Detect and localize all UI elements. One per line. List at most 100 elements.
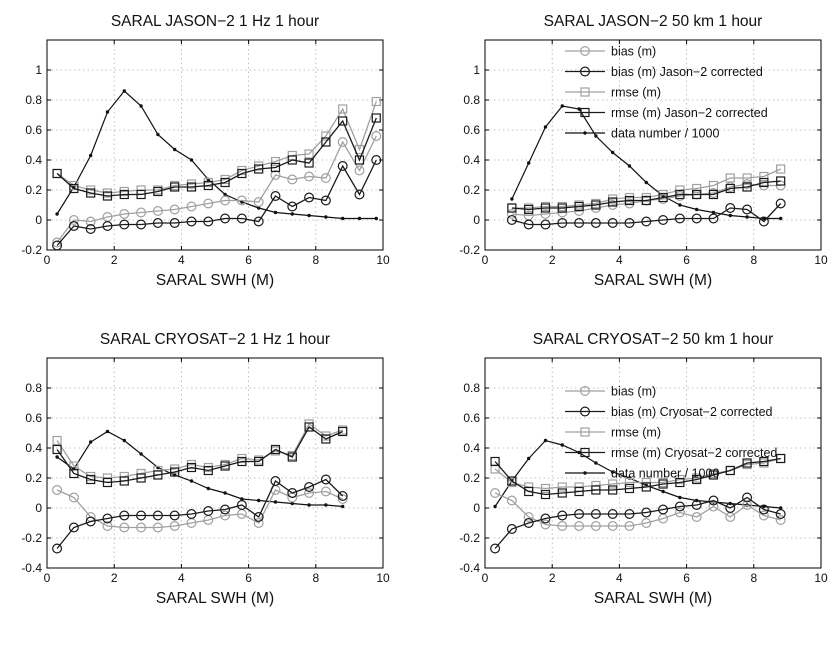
y-tick-label: 0.2 bbox=[25, 183, 42, 197]
y-tick-label: 0.2 bbox=[25, 471, 42, 485]
data-point bbox=[304, 149, 314, 159]
data-point bbox=[139, 452, 143, 456]
chart-title: SARAL JASON−2 50 km 1 hour bbox=[544, 13, 763, 30]
chart-title: SARAL CRYOSAT−2 1 Hz 1 hour bbox=[100, 331, 330, 348]
x-tick-label: 2 bbox=[111, 571, 118, 585]
data-point bbox=[139, 104, 143, 108]
y-tick-label: 0.8 bbox=[463, 381, 480, 395]
series-line bbox=[494, 457, 781, 496]
data-point bbox=[354, 155, 365, 165]
x-tick-label: 8 bbox=[312, 571, 319, 585]
data-point bbox=[304, 422, 314, 432]
data-point bbox=[775, 509, 786, 520]
y-tick-label: 0 bbox=[35, 213, 42, 227]
data-point bbox=[678, 495, 682, 500]
data-point bbox=[324, 503, 328, 507]
data-point bbox=[371, 155, 382, 166]
legend-marker bbox=[579, 406, 590, 417]
series-line bbox=[56, 90, 377, 220]
data-point bbox=[55, 455, 59, 459]
data-point bbox=[304, 488, 315, 499]
data-point bbox=[708, 501, 719, 512]
data-point bbox=[320, 474, 331, 485]
data-point bbox=[711, 210, 716, 215]
legend-entry-data: data number / 1000 bbox=[565, 127, 719, 141]
data-point bbox=[624, 218, 635, 229]
data-point bbox=[490, 456, 500, 467]
y-tick-label: 1 bbox=[473, 63, 480, 77]
data-point bbox=[338, 116, 348, 126]
data-point bbox=[641, 195, 651, 206]
data-point bbox=[658, 504, 669, 515]
data-point bbox=[88, 440, 93, 444]
y-tick-label: -0.4 bbox=[21, 561, 42, 575]
data-point bbox=[236, 195, 247, 206]
data-point bbox=[307, 503, 311, 507]
y-tick-label: 0.8 bbox=[25, 93, 42, 107]
data-point bbox=[493, 504, 497, 509]
legend-entry-bias: bias (m) bbox=[565, 45, 656, 59]
data-point bbox=[607, 520, 618, 531]
series-line bbox=[494, 439, 781, 509]
data-point bbox=[557, 520, 568, 531]
data-point bbox=[152, 510, 163, 521]
x-axis-label: SARAL SWH (M) bbox=[594, 272, 712, 289]
data-point bbox=[136, 473, 146, 483]
data-point bbox=[68, 522, 79, 533]
data-point bbox=[641, 216, 652, 227]
data-point bbox=[590, 520, 601, 531]
legend-marker bbox=[580, 87, 590, 97]
y-tick-label: 0.4 bbox=[463, 153, 480, 167]
data-point bbox=[203, 506, 214, 517]
data-point bbox=[320, 486, 331, 497]
y-tick-label: 0.6 bbox=[463, 411, 480, 425]
data-point bbox=[708, 213, 719, 224]
data-point bbox=[644, 180, 648, 185]
data-point bbox=[270, 162, 281, 173]
data-point bbox=[775, 514, 786, 525]
data-point bbox=[119, 219, 130, 230]
data-point bbox=[658, 192, 668, 203]
y-tick-label: 0.4 bbox=[25, 153, 42, 167]
data-point bbox=[594, 461, 598, 465]
data-point bbox=[507, 203, 517, 213]
data-point bbox=[220, 213, 231, 224]
series-bias-corr bbox=[506, 198, 786, 230]
data-point bbox=[270, 170, 281, 181]
legend-marker bbox=[579, 386, 590, 397]
x-tick-label: 10 bbox=[376, 571, 390, 585]
y-tick-label: 0.8 bbox=[25, 381, 42, 395]
data-point bbox=[691, 511, 702, 522]
data-point bbox=[337, 137, 348, 148]
x-tick-label: 4 bbox=[616, 253, 623, 267]
y-tick-label: -0.4 bbox=[459, 561, 480, 575]
data-point bbox=[189, 479, 194, 483]
data-point bbox=[119, 209, 130, 220]
data-point bbox=[524, 486, 534, 497]
data-point bbox=[678, 203, 682, 207]
x-tick-label: 6 bbox=[245, 253, 252, 267]
data-point bbox=[136, 219, 147, 230]
data-point bbox=[256, 206, 261, 210]
data-point bbox=[540, 519, 551, 530]
series-line bbox=[56, 101, 377, 194]
series-data bbox=[510, 104, 783, 221]
x-tick-label: 2 bbox=[549, 253, 556, 267]
legend-marker bbox=[580, 427, 590, 437]
data-point bbox=[725, 173, 735, 183]
data-point bbox=[540, 209, 551, 220]
legend-label: data number / 1000 bbox=[611, 127, 719, 141]
data-point bbox=[708, 495, 719, 506]
y-tick-label: 0 bbox=[473, 501, 480, 515]
data-point bbox=[560, 104, 564, 108]
series-data bbox=[55, 429, 345, 509]
series-line bbox=[56, 423, 343, 479]
data-point bbox=[152, 206, 163, 217]
data-point bbox=[510, 197, 514, 201]
data-point bbox=[608, 479, 618, 489]
data-point bbox=[236, 213, 247, 224]
data-point bbox=[304, 158, 314, 168]
data-point bbox=[594, 134, 598, 138]
data-point bbox=[523, 511, 534, 522]
